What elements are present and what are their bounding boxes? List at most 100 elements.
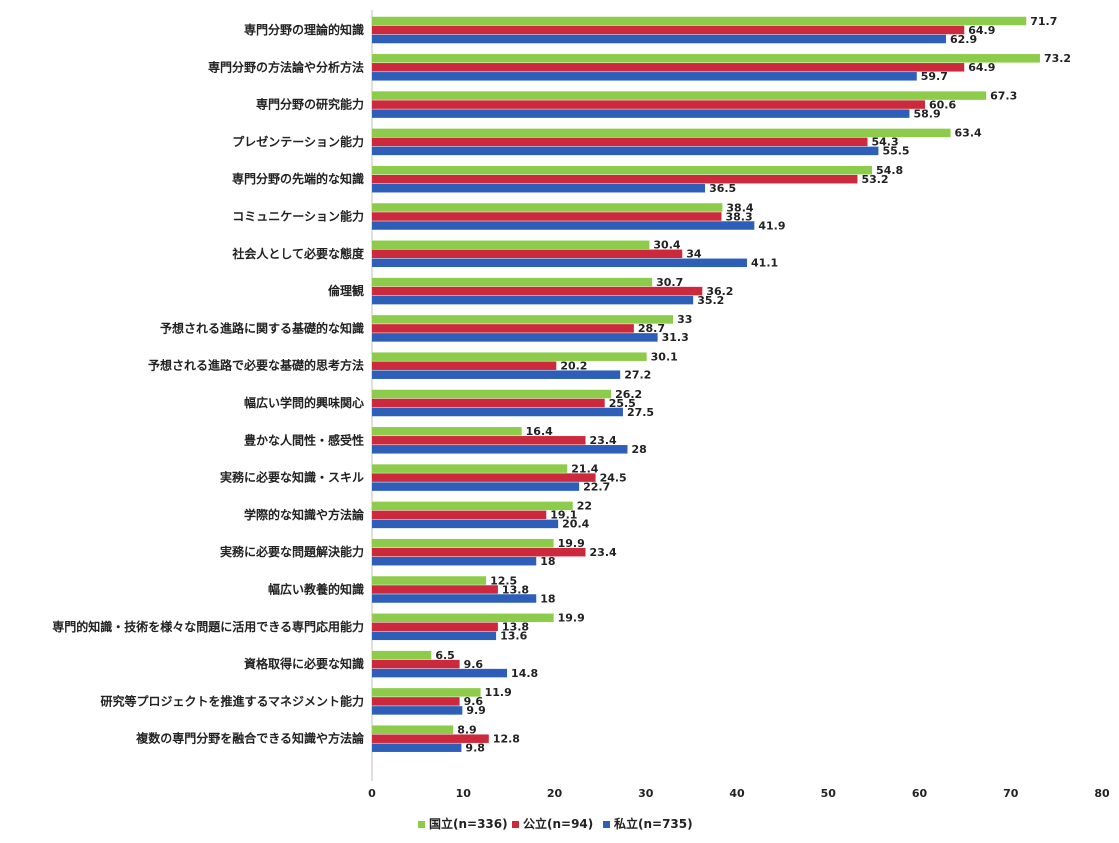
bar-series-0	[372, 576, 487, 585]
data-label: 62.9	[950, 33, 977, 46]
x-tick-label: 80	[1094, 787, 1110, 800]
data-label: 13.6	[500, 630, 527, 643]
bar-series-2	[372, 295, 694, 305]
bar-series-2	[372, 519, 559, 529]
data-label: 64.9	[968, 61, 995, 74]
data-label: 19.9	[558, 537, 585, 550]
data-label: 13.8	[502, 621, 529, 634]
category-label: プレゼンテーション能力	[232, 134, 364, 149]
data-label: 63.4	[955, 127, 982, 140]
data-label: 18	[540, 555, 555, 568]
legend: 国立(n=336) 公立(n=94) 私立(n=735)	[418, 816, 693, 831]
bar-series-2	[372, 407, 623, 417]
category-label: 実務に必要な問題解決能力	[220, 544, 364, 559]
data-label: 31.3	[662, 331, 689, 344]
data-label: 73.2	[1044, 52, 1071, 65]
data-label: 30.7	[656, 276, 683, 289]
data-label: 30.4	[653, 239, 680, 252]
bar-series-0	[372, 427, 522, 436]
category-labels: 専門分野の理論的知識専門分野の方法論や分析方法専門分野の研究能力プレゼンテーショ…	[52, 22, 365, 746]
data-label: 9.8	[465, 741, 485, 754]
category-label: 幅広い学問的興味関心	[244, 395, 364, 410]
data-label: 12.5	[490, 574, 517, 587]
data-label: 54.3	[871, 136, 898, 149]
data-label: 64.9	[968, 24, 995, 37]
bar-series-1	[372, 697, 460, 706]
data-label: 19.9	[558, 612, 585, 625]
data-label: 23.4	[590, 546, 617, 559]
bar-series-0	[372, 165, 873, 175]
bar-series-1	[372, 659, 460, 669]
bar-series-1	[372, 25, 965, 35]
category-label: 倫理観	[328, 283, 364, 298]
category-label: 専門分野の方法論や分析方法	[208, 59, 364, 74]
legend-swatch	[512, 821, 519, 828]
category-label: 豊かな人間性・感受性	[244, 432, 364, 447]
category-label: 専門分野の先端的な知識	[232, 171, 364, 186]
data-label: 24.5	[600, 471, 627, 484]
category-label: コミュニケーション能力	[232, 209, 364, 224]
bar-series-0	[372, 315, 674, 324]
data-label: 38.3	[725, 210, 752, 223]
data-label: 41.9	[758, 219, 785, 232]
data-label: 22.7	[583, 480, 610, 493]
bar-series-0	[372, 203, 723, 212]
bar-series-2	[372, 445, 628, 454]
bar-series-0	[372, 352, 647, 361]
bar-series-1	[372, 585, 498, 594]
bar-series-2	[372, 109, 910, 118]
bar-series-0	[372, 464, 568, 473]
legend-swatch	[603, 821, 610, 828]
data-label: 25.5	[609, 397, 636, 410]
data-label: 55.5	[882, 145, 909, 158]
category-label: 専門分野の研究能力	[256, 97, 364, 112]
bar-series-1	[372, 622, 498, 632]
bar-series-2	[372, 370, 621, 379]
bar-series-2	[372, 706, 463, 715]
bar-series-1	[372, 473, 596, 482]
bar-series-2	[372, 631, 497, 641]
data-label: 38.4	[726, 201, 753, 214]
bar-series-2	[372, 221, 755, 230]
bar-series-2	[372, 333, 658, 342]
data-label: 16.4	[526, 425, 553, 438]
bar-series-0	[372, 91, 987, 100]
bar-series-1	[372, 249, 683, 259]
bar-series-1	[372, 547, 586, 557]
data-label: 20.4	[562, 518, 589, 531]
data-label: 54.8	[876, 164, 903, 177]
bar-series-1	[372, 100, 925, 109]
data-label: 36.2	[706, 285, 733, 298]
data-label: 9.6	[464, 658, 484, 671]
data-label: 60.6	[929, 98, 956, 111]
bar-series-1	[372, 286, 703, 296]
bar-series-0	[372, 240, 650, 250]
category-label: 複数の専門分野を融合できる知識や方法論	[135, 731, 365, 746]
x-tick-label: 20	[547, 787, 563, 800]
category-label: 研究等プロジェクトを推進するマネジメント能力	[100, 693, 364, 708]
legend-entry: 国立(n=336)	[429, 816, 508, 831]
bar-series-2	[372, 482, 580, 491]
data-label: 28	[632, 443, 647, 456]
category-label: 資格取得に必要な知識	[244, 656, 364, 671]
x-tick-label: 30	[638, 787, 654, 800]
bar-series-0	[372, 538, 554, 548]
data-label: 23.4	[590, 434, 617, 447]
data-label: 6.5	[435, 649, 455, 662]
bar-series-2	[372, 72, 917, 81]
data-label: 12.8	[493, 732, 520, 745]
bar-series-2	[372, 146, 879, 156]
bar-series-0	[372, 277, 653, 287]
data-label: 67.3	[990, 89, 1017, 102]
data-label: 8.9	[457, 723, 477, 736]
bar-series-1	[372, 324, 634, 333]
bar-series-1	[372, 510, 547, 520]
data-label: 53.2	[861, 173, 888, 186]
data-label: 9.6	[464, 695, 484, 708]
category-label: 実務に必要な知識・スキル	[220, 470, 364, 485]
bar-series-1	[372, 63, 965, 72]
bar-series-1	[372, 398, 605, 408]
bar-series-2	[372, 183, 706, 193]
x-tick-label: 50	[821, 787, 837, 800]
data-label: 27.5	[627, 406, 654, 419]
